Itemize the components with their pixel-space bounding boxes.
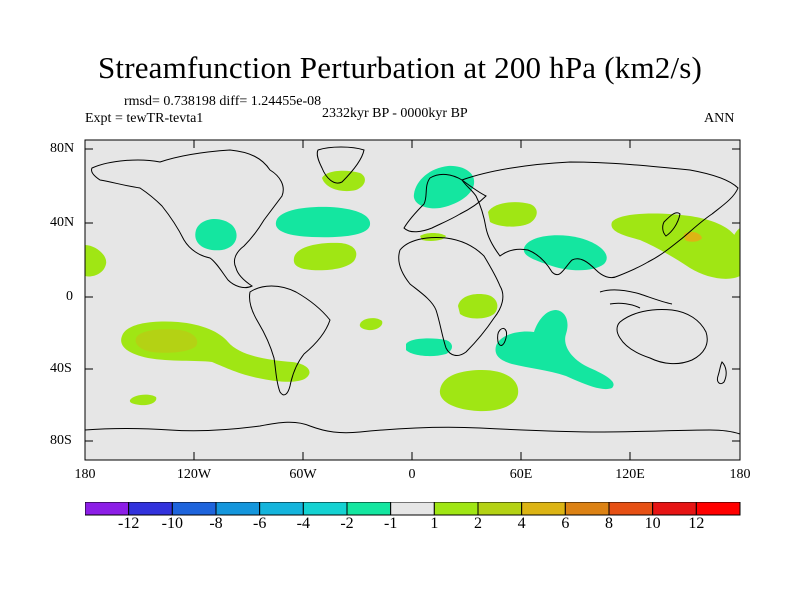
coast-australia	[616, 309, 708, 365]
coast-greenland	[316, 146, 365, 184]
colorbar-swatch	[215, 502, 261, 516]
colorbar-level-label: -2	[340, 515, 354, 532]
colorbar-level-label: 10	[644, 515, 661, 532]
region-south-atlantic	[406, 338, 452, 357]
contour-regions	[85, 165, 740, 412]
axis-ticks	[85, 140, 740, 460]
stats-text: rmsd= 0.738198 diff= 1.24455e-08	[124, 94, 322, 109]
colorbar-level-label: -10	[161, 515, 183, 532]
coast-indonesia	[599, 289, 673, 309]
colorbar-swatch	[477, 502, 523, 516]
region-north-atlantic	[275, 206, 371, 238]
lat-label-40s: 40S	[50, 361, 72, 376]
colorbar-swatch	[85, 502, 130, 516]
colorbar-swatch	[171, 502, 217, 516]
chart-title: Streamfunction Perturbation at 200 hPa (…	[97, 50, 703, 85]
region-southeast-pacific	[129, 394, 157, 406]
colorbar-swatch	[390, 502, 435, 516]
coast-south-america	[249, 285, 331, 396]
coast-madagascar	[497, 327, 507, 346]
coast-europe	[403, 173, 487, 233]
region-southern-ocean	[439, 370, 519, 412]
lon-label-60e: 60E	[509, 467, 533, 482]
region-nw-pacific-core	[684, 231, 702, 242]
colorbar-level-label: 1	[430, 515, 439, 532]
region-nw-pacific	[611, 213, 740, 279]
colorbar-level-label: -1	[383, 515, 398, 532]
lat-label-80n: 80N	[50, 141, 75, 156]
colorbar-level-label: 4	[517, 515, 526, 532]
colorbar-level-label: 2	[474, 515, 482, 532]
colorbar-swatch	[695, 502, 741, 516]
lon-label-120w: 120W	[176, 467, 212, 482]
region-southeast-us	[195, 218, 237, 251]
coast-asia	[461, 161, 739, 279]
lon-label-60w: 60W	[289, 467, 317, 482]
region-scandinavia	[413, 165, 475, 209]
coast-africa	[398, 237, 504, 356]
region-south-pacific-core	[135, 329, 198, 353]
map-background	[85, 140, 740, 460]
region-central-asia	[488, 202, 537, 227]
coastlines	[84, 146, 741, 435]
lon-label-180-east: 180	[729, 467, 751, 482]
colorbar-level-label: 8	[605, 515, 613, 532]
experiment-text: Expt = tewTR-tevta1	[85, 111, 204, 126]
colorbar-swatch	[608, 502, 654, 516]
colorbar-level-label: -12	[117, 515, 140, 532]
colorbar-swatch	[259, 502, 304, 516]
colorbar-swatch	[128, 502, 173, 516]
colorbar-swatch	[346, 502, 392, 516]
lon-label-0: 0	[408, 467, 416, 482]
region-mediterranean	[420, 233, 446, 241]
lon-label-180-west: 180	[74, 467, 96, 482]
colorbar-level-label: 12	[688, 515, 705, 532]
coast-antarctica	[84, 421, 741, 435]
season-text: ANN	[704, 111, 735, 126]
colorbar-level-label: -4	[296, 515, 310, 532]
colorbar-swatch	[521, 502, 566, 516]
region-equatorial-atlantic	[359, 318, 383, 331]
lat-label-0: 0	[66, 289, 73, 304]
colorbar-level-label: -8	[209, 515, 223, 532]
colorbar-swatch	[652, 502, 697, 516]
colorbar-swatch	[302, 502, 348, 516]
period-text: 2332kyr BP - 0000kyr BP	[322, 106, 468, 121]
colorbar-level-label: -6	[252, 515, 267, 532]
region-ne-pacific	[85, 245, 107, 277]
region-south-indian-ocean	[495, 310, 614, 390]
lat-label-40n: 40N	[50, 215, 75, 230]
region-east-africa	[458, 294, 498, 319]
region-subtropical-atlantic	[293, 242, 357, 271]
lat-label-80s: 80S	[50, 433, 72, 448]
coast-north-america	[91, 149, 284, 289]
colorbar-swatch	[564, 502, 610, 516]
coast-japan	[662, 212, 681, 237]
lon-label-120e: 120E	[615, 467, 645, 482]
colorbar-swatch	[433, 502, 479, 516]
colorbar	[85, 502, 741, 516]
coast-new-zealand	[717, 361, 727, 385]
colorbar-level-label: 6	[561, 515, 570, 532]
